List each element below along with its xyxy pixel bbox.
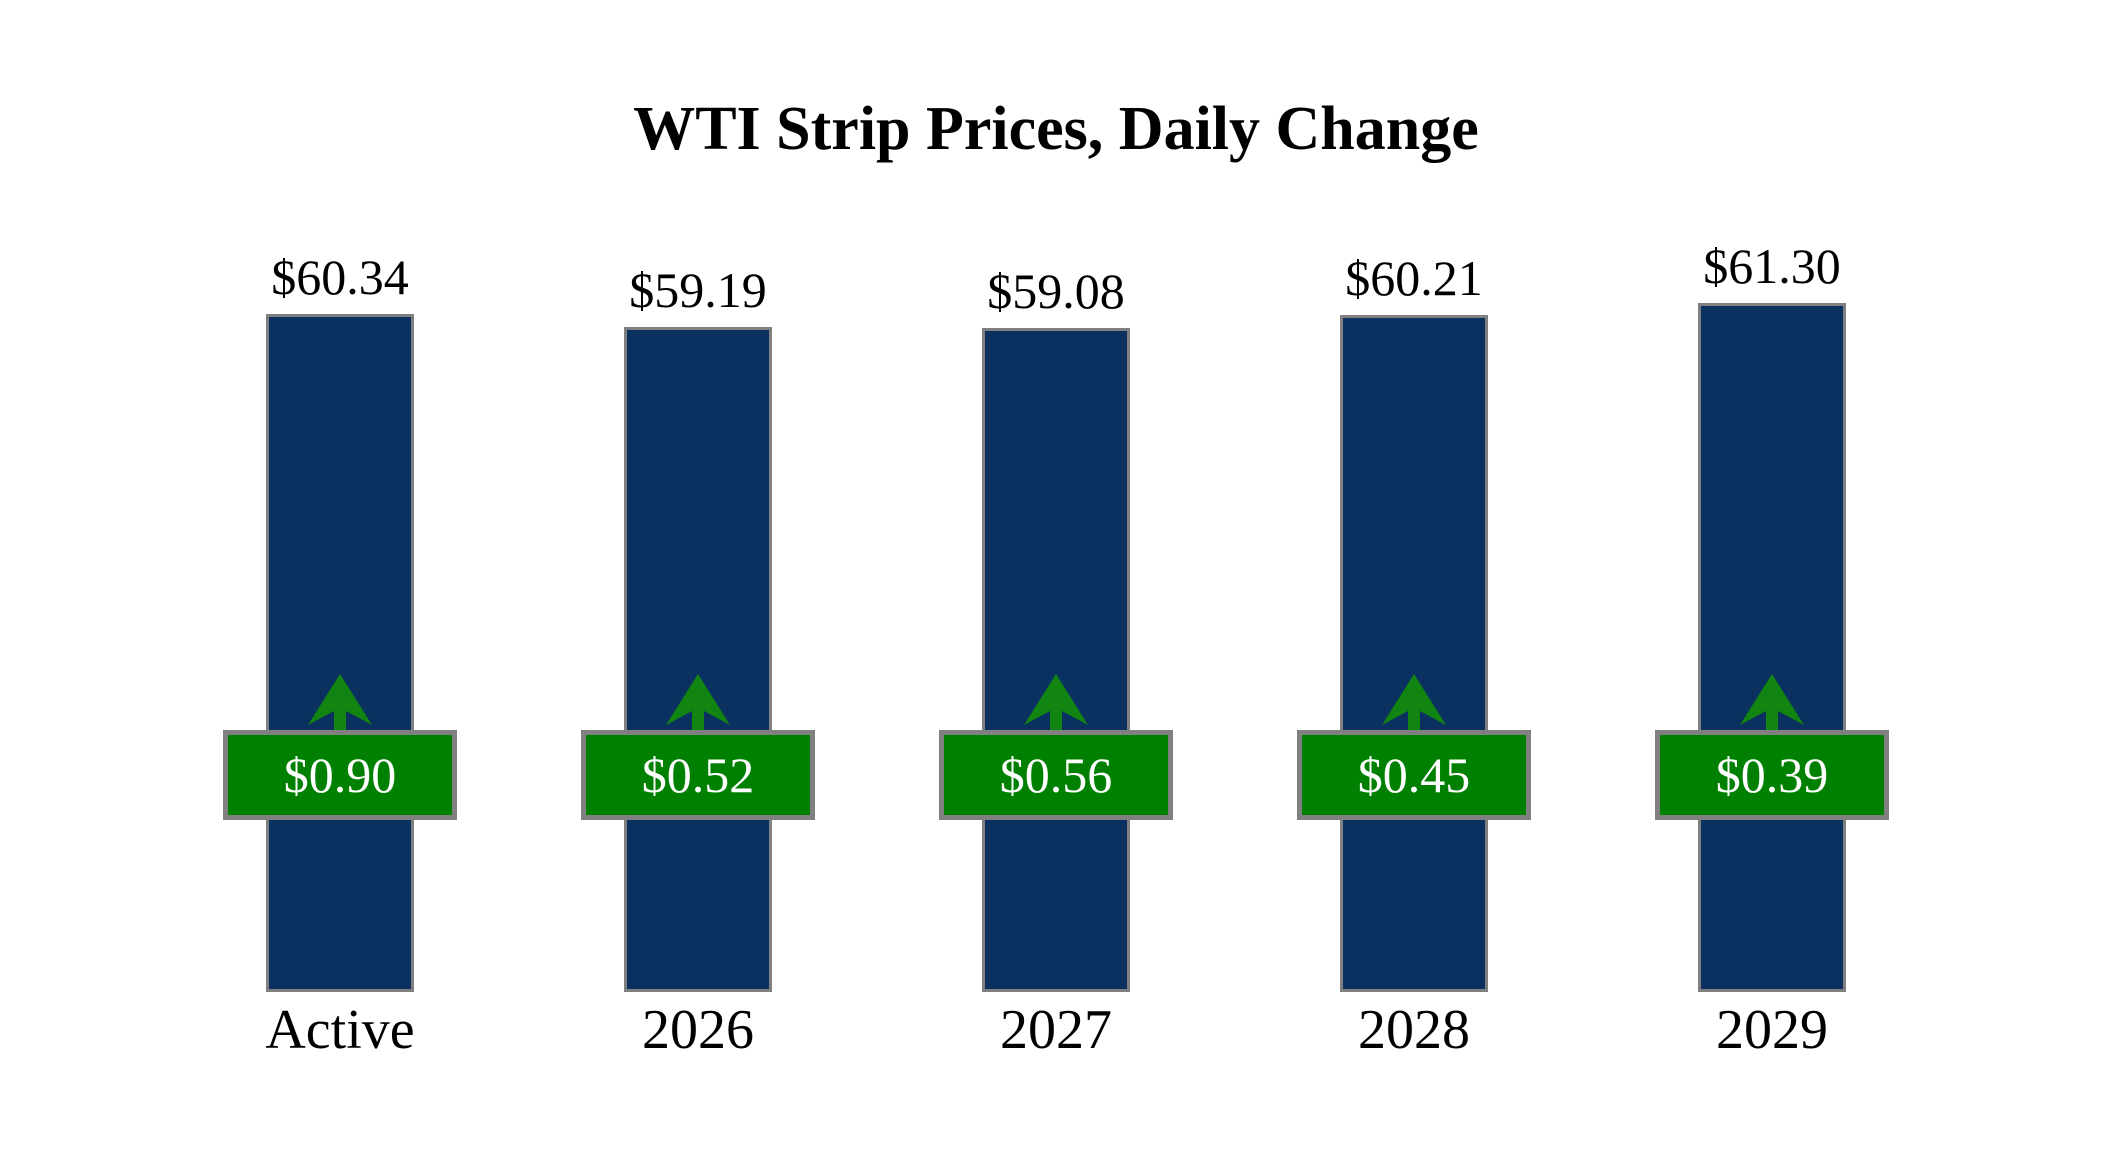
- bar-column: $61.30 $0.39 2029: [1593, 230, 1951, 1070]
- price-label: $59.19: [629, 262, 767, 318]
- strip-price-bar: [266, 314, 414, 992]
- category-label: 2028: [1358, 999, 1470, 1061]
- bar-column: $60.21 $0.45 2028: [1235, 230, 1593, 1070]
- strip-price-bar: [982, 328, 1130, 992]
- up-arrow-icon: [1024, 674, 1088, 732]
- chart-title: WTI Strip Prices, Daily Change: [633, 95, 1479, 163]
- price-label: $59.08: [987, 263, 1125, 319]
- price-label: $60.34: [271, 249, 409, 305]
- daily-change-badge: $0.45: [1297, 730, 1531, 820]
- chart-area: $60.34 $0.90 Active $59.19 $0.52 2026 $59.08 $0…: [0, 230, 2112, 1070]
- bar-column: $59.08 $0.56 2027: [877, 230, 1235, 1070]
- daily-change-badge: $0.39: [1655, 730, 1889, 820]
- daily-change-badge: $0.56: [939, 730, 1173, 820]
- category-label: Active: [265, 999, 415, 1061]
- bar-column: $60.34 $0.90 Active: [161, 230, 519, 1070]
- strip-price-bar: [624, 327, 772, 992]
- strip-price-bar: [1340, 315, 1488, 992]
- up-arrow-icon: [1740, 674, 1804, 732]
- strip-price-bar: [1698, 303, 1846, 992]
- daily-change-badge: $0.52: [581, 730, 815, 820]
- up-arrow-icon: [308, 674, 372, 732]
- bar-column: $59.19 $0.52 2026: [519, 230, 877, 1070]
- category-label: 2027: [1000, 999, 1112, 1061]
- daily-change-badge: $0.90: [223, 730, 457, 820]
- category-label: 2026: [642, 999, 754, 1061]
- category-label: 2029: [1716, 999, 1828, 1061]
- up-arrow-icon: [1382, 674, 1446, 732]
- price-label: $60.21: [1345, 250, 1483, 306]
- price-label: $61.30: [1703, 238, 1841, 294]
- up-arrow-icon: [666, 674, 730, 732]
